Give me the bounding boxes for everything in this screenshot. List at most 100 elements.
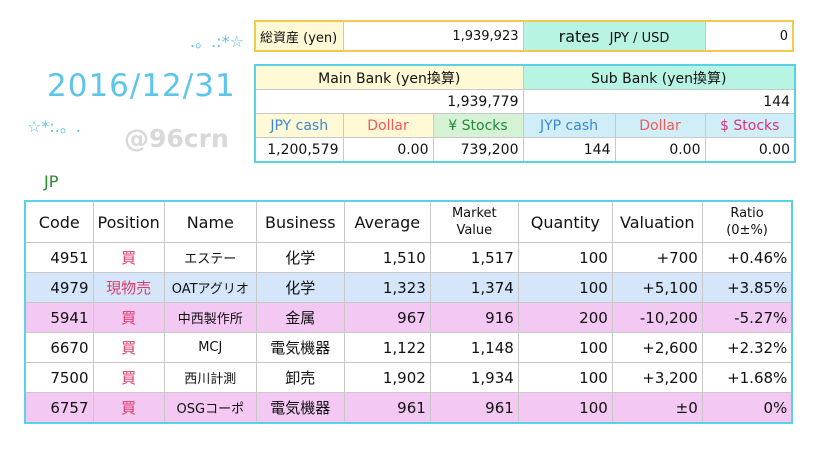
total-assets-value: 1,939,923 bbox=[342, 20, 524, 52]
rates-label: rates JPY / USD bbox=[522, 20, 706, 52]
cell-code: 5941 bbox=[24, 302, 94, 333]
value-sub-dollar: 0.00 bbox=[614, 137, 706, 163]
cell-name: MCJ bbox=[163, 332, 257, 363]
cell-quantity: 100 bbox=[517, 362, 613, 393]
cell-valuation: +3,200 bbox=[611, 362, 703, 393]
cell-valuation: +5,100 bbox=[611, 272, 703, 303]
header-position: Position bbox=[92, 200, 165, 243]
cell-quantity: 200 bbox=[517, 302, 613, 333]
watermark: @96crn bbox=[124, 124, 229, 153]
header-ratio-line1: Ratio bbox=[730, 206, 764, 221]
cell-average: 967 bbox=[343, 302, 431, 333]
header-dollar: Dollar bbox=[342, 113, 434, 138]
cell-position: 買 bbox=[92, 302, 165, 333]
total-assets-label: 総資産 (yen) bbox=[254, 20, 344, 52]
header-ratio: Ratio (0±%) bbox=[701, 200, 793, 243]
value-jpy-cash: 1,200,579 bbox=[254, 137, 344, 163]
table-row: 6757 買 OSGコーポ 電気機器 961 961 100 ±0 0% bbox=[24, 392, 793, 424]
header-yen-stocks: ¥ Stocks bbox=[432, 113, 524, 138]
cell-position: 買 bbox=[92, 362, 165, 393]
header-market-line2: Value bbox=[456, 223, 493, 238]
cell-business: 化学 bbox=[255, 242, 345, 273]
table-row: 5941 買 中西製作所 金属 967 916 200 -10,200 -5.2… bbox=[24, 302, 793, 333]
cell-average: 961 bbox=[343, 392, 431, 424]
table-row: 7500 買 西川計測 卸売 1,902 1,934 100 +3,200 +1… bbox=[24, 362, 793, 393]
header-sub-dollar: Dollar bbox=[614, 113, 706, 138]
cell-code: 6670 bbox=[24, 332, 94, 363]
cell-name: OATアグリオ bbox=[163, 272, 257, 303]
cell-market: 916 bbox=[429, 302, 519, 333]
cell-business: 卸売 bbox=[255, 362, 345, 393]
header-average: Average bbox=[343, 200, 431, 243]
table-row: 4979 現物売 OATアグリオ 化学 1,323 1,374 100 +5,1… bbox=[24, 272, 793, 303]
report-date: 2016/12/31 bbox=[47, 68, 236, 104]
value-dollar: 0.00 bbox=[342, 137, 434, 163]
header-valuation: Valuation bbox=[611, 200, 703, 243]
cell-ratio: +3.85% bbox=[701, 272, 793, 303]
table-row: 4951 買 エステー 化学 1,510 1,517 100 +700 +0.4… bbox=[24, 242, 793, 273]
cell-ratio: +1.68% bbox=[701, 362, 793, 393]
cell-valuation: -10,200 bbox=[611, 302, 703, 333]
cell-average: 1,122 bbox=[343, 332, 431, 363]
cell-market: 1,148 bbox=[429, 332, 519, 363]
sub-bank-title: Sub Bank (yen換算) bbox=[522, 64, 796, 90]
header-name: Name bbox=[163, 200, 257, 243]
cell-market: 1,374 bbox=[429, 272, 519, 303]
cell-average: 1,323 bbox=[343, 272, 431, 303]
cell-business: 金属 bbox=[255, 302, 345, 333]
main-bank-total: 1,939,779 bbox=[254, 89, 524, 114]
header-ratio-line2: (0±%) bbox=[726, 223, 768, 238]
cell-name: エステー bbox=[163, 242, 257, 273]
table-row: 6670 買 MCJ 電気機器 1,122 1,148 100 +2,600 +… bbox=[24, 332, 793, 363]
header-quantity: Quantity bbox=[517, 200, 613, 243]
cell-code: 7500 bbox=[24, 362, 94, 393]
value-dollar-stocks: 0.00 bbox=[704, 137, 796, 163]
cell-position: 現物売 bbox=[92, 272, 165, 303]
bank-table: Main Bank (yen換算) Sub Bank (yen換算) 1,939… bbox=[254, 64, 796, 163]
cell-market: 1,934 bbox=[429, 362, 519, 393]
cell-business: 電気機器 bbox=[255, 332, 345, 363]
cell-position: 買 bbox=[92, 392, 165, 424]
cell-valuation: ±0 bbox=[611, 392, 703, 424]
rates-title: rates bbox=[558, 26, 600, 46]
cell-valuation: +700 bbox=[611, 242, 703, 273]
header-jpy-cash: JPY cash bbox=[254, 113, 344, 138]
header-sub-jpy-cash: JYP cash bbox=[522, 113, 616, 138]
summary-table: 総資産 (yen) 1,939,923 rates JPY / USD 0 bbox=[254, 20, 794, 52]
cell-ratio: +0.46% bbox=[701, 242, 793, 273]
cell-position: 買 bbox=[92, 332, 165, 363]
value-yen-stocks: 739,200 bbox=[432, 137, 524, 163]
section-label-jp: JP bbox=[44, 172, 59, 191]
cell-name: OSGコーポ bbox=[163, 392, 257, 424]
cell-ratio: +2.32% bbox=[701, 332, 793, 363]
cell-quantity: 100 bbox=[517, 242, 613, 273]
cell-name: 西川計測 bbox=[163, 362, 257, 393]
header-market-line1: Market bbox=[451, 206, 497, 221]
holdings-table: Code Position Name Business Average Mark… bbox=[24, 200, 794, 424]
cell-business: 電気機器 bbox=[255, 392, 345, 424]
cell-position: 買 bbox=[92, 242, 165, 273]
rates-value: 0 bbox=[704, 20, 794, 52]
cell-code: 4951 bbox=[24, 242, 94, 273]
cell-market: 961 bbox=[429, 392, 519, 424]
cell-code: 6757 bbox=[24, 392, 94, 424]
cell-ratio: -5.27% bbox=[701, 302, 793, 333]
header-code: Code bbox=[24, 200, 94, 243]
cell-business: 化学 bbox=[255, 272, 345, 303]
main-bank-title: Main Bank (yen換算) bbox=[254, 64, 524, 90]
cell-quantity: 100 bbox=[517, 332, 613, 363]
cell-quantity: 100 bbox=[517, 272, 613, 303]
rates-pair: JPY / USD bbox=[609, 30, 670, 46]
cell-market: 1,517 bbox=[429, 242, 519, 273]
cell-name: 中西製作所 bbox=[163, 302, 257, 333]
cell-valuation: +2,600 bbox=[611, 332, 703, 363]
cell-ratio: 0% bbox=[701, 392, 793, 424]
star-decoration-left: ☆*:.。. bbox=[27, 117, 81, 136]
value-sub-jpy-cash: 144 bbox=[522, 137, 616, 163]
cell-quantity: 100 bbox=[517, 392, 613, 424]
header-dollar-stocks: $ Stocks bbox=[704, 113, 796, 138]
sub-bank-total: 144 bbox=[522, 89, 796, 114]
header-business: Business bbox=[255, 200, 345, 243]
cell-average: 1,902 bbox=[343, 362, 431, 393]
cell-code: 4979 bbox=[24, 272, 94, 303]
